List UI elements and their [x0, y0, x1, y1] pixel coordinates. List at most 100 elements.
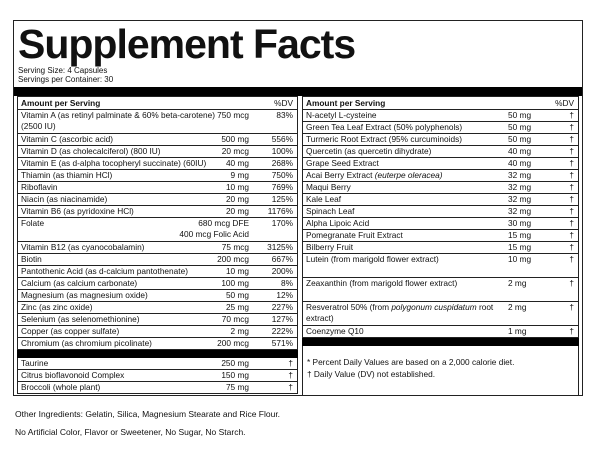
amount-value: 50 mg — [508, 122, 532, 132]
daily-value: 3125% — [267, 242, 293, 252]
nutrient-amount: 20 mg — [226, 206, 249, 217]
amount-value: 75 mg — [225, 382, 249, 392]
nutrient-name-text: Riboflavin — [21, 182, 58, 192]
nutrient-name-text: Zinc (as zinc oxide) — [21, 302, 93, 312]
nutrient-name: Grape Seed Extract — [306, 158, 506, 169]
nutrient-amount: 750 mcg — [217, 110, 249, 121]
amount-value: 40 mg — [508, 146, 532, 156]
divider-bar — [302, 338, 579, 346]
table-row: Grape Seed Extract 40 mg † — [302, 158, 579, 170]
nutrient-name-italic: (euterpe oleracea) — [374, 170, 443, 180]
table-row: Resveratrol 50% (from polygonum cuspidat… — [302, 302, 579, 326]
table-row: Vitamin D (as cholecalciferol) (800 IU) 2… — [17, 146, 298, 158]
nutrient-name-suffix: root extract) — [306, 302, 494, 323]
nutrient-name-text: Pomegranate Fruit Extract — [306, 230, 403, 240]
daily-value: † — [569, 170, 574, 180]
amount-value: 20 mg — [225, 206, 249, 216]
footnotes: * Percent Daily Values are based on a 2,… — [302, 346, 579, 396]
daily-value: 127% — [271, 314, 293, 324]
amount-value: 200 mcg — [217, 338, 249, 348]
nutrient-name-text: Coenzyme Q10 — [306, 326, 364, 336]
nutrient-amount: 1 mg — [508, 326, 528, 337]
daily-value: † — [288, 382, 293, 392]
amount-value: 15 mg — [508, 230, 532, 240]
daily-value: 222% — [271, 326, 293, 336]
nutrient-amount: 30 mg — [508, 218, 531, 229]
table-row: Bilberry Fruit 15 mg † — [302, 242, 579, 254]
amount-value: 40 mg — [508, 158, 532, 168]
nutrient-amount: 680 mcg DFE 400 mcg Folic Acid — [179, 218, 249, 240]
nutrient-name-text: Vitamin D (as cholecalciferol) (800 IU) — [21, 146, 161, 156]
amount-value: 500 mg — [221, 134, 249, 144]
table-row: Biotin 200 mcg 667% — [17, 254, 298, 266]
daily-value: † — [569, 278, 574, 288]
nutrient-name-text: Vitamin B12 (as cyanocobalamin) — [21, 242, 145, 252]
nutrient-amount: 75 mcg — [222, 242, 249, 253]
nutrient-name-text: Vitamin A (as retinyl palminate & 60% be… — [21, 110, 216, 131]
table-row: Niacin (as niacinamide) 20 mg 125% — [17, 194, 298, 206]
daily-value: † — [569, 302, 574, 312]
nutrient-name: Coenzyme Q10 — [306, 326, 506, 337]
daily-value: 268% — [271, 158, 293, 168]
table-row: Selenium (as selenomethionine) 70 mcg 127% — [17, 314, 298, 326]
daily-value: 571% — [271, 338, 293, 348]
nutrient-name-text: Vitamin B6 (as pyridoxine HCl) — [21, 206, 134, 216]
nutrient-name-text: Magnesium (as magnesium oxide) — [21, 290, 148, 300]
nutrient-name: Spinach Leaf — [306, 206, 506, 217]
nutrient-name: Riboflavin — [21, 182, 221, 193]
nutrient-name-text: Vitamin E (as d-alpha tocopheryl succina… — [21, 158, 207, 168]
claims: No Artificial Color, Flavor or Sweetener… — [15, 427, 246, 437]
nutrient-name-text: Lutein (from marigold flower extract) — [306, 254, 439, 264]
table-row: Thiamin (as thiamin HCl) 9 mg 750% — [17, 170, 298, 182]
nutrient-name-text: Spinach Leaf — [306, 206, 355, 216]
table-row: N-acetyl L-cysteine 50 mg † — [302, 110, 579, 122]
daily-value: 83% — [276, 110, 293, 120]
nutrient-amount: 50 mg — [508, 110, 531, 121]
nutrient-name-text: Chromium (as chromium picolinate) — [21, 338, 152, 348]
nutrient-name: Maqui Berry — [306, 182, 506, 193]
panel-title: Supplement Facts — [18, 21, 356, 67]
amount-header: Amount per Serving — [21, 98, 101, 108]
amount-value: 32 mg — [508, 206, 532, 216]
amount-value: 32 mg — [508, 170, 532, 180]
daily-value: † — [569, 206, 574, 216]
table-row: Quercetin (as quercetin dihydrate) 40 mg † — [302, 146, 579, 158]
daily-value: † — [569, 122, 574, 132]
amount-value: 750 mcg — [217, 110, 249, 120]
nutrient-amount: 500 mg — [221, 134, 249, 145]
nutrient-name: Lutein (from marigold flower extract) — [306, 254, 506, 265]
table-row: Turmeric Root Extract (95% curcuminoids)… — [302, 134, 579, 146]
table-row: Lutein (from marigold flower extract) 10 … — [302, 254, 579, 278]
nutrient-name-text: Pantothenic Acid (as d-calcium pantothen… — [21, 266, 188, 276]
nutrient-amount: 9 mg — [231, 170, 249, 181]
nutrient-name-text: Broccoli (whole plant) — [21, 382, 101, 392]
supplement-facts-panel: Supplement Facts Serving Size: 4 Capsule… — [13, 20, 583, 396]
daily-value: † — [569, 254, 574, 264]
daily-value: 556% — [271, 134, 293, 144]
nutrient-name: Resveratrol 50% (from polygonum cuspidat… — [306, 302, 506, 324]
nutrient-name-text: Acai Berry Extract — [306, 170, 375, 180]
nutrient-amount: 50 mg — [226, 290, 249, 301]
amount-value: 10 mg — [225, 266, 249, 276]
amount-value: 20 mg — [225, 194, 249, 204]
nutrient-amount: 75 mg — [226, 382, 249, 393]
daily-value: † — [569, 158, 574, 168]
amount-value: 100 mg — [221, 278, 249, 288]
right-nutrient-table: Amount per Serving %DV N-acetyl L-cystei… — [302, 96, 579, 396]
nutrient-name: Bilberry Fruit — [306, 242, 506, 253]
daily-value: 227% — [271, 302, 293, 312]
nutrient-name-italic: polygonum cuspidatum — [391, 302, 477, 312]
amount-value: 680 mcg DFE — [198, 218, 249, 228]
nutrient-name-text: Selenium (as selenomethionine) — [21, 314, 140, 324]
table-header: Amount per Serving %DV — [17, 96, 298, 110]
table-row: Pantothenic Acid (as d-calcium pantothen… — [17, 266, 298, 278]
daily-value: 125% — [271, 194, 293, 204]
table-row: Acai Berry Extract (euterpe oleracea) 32 … — [302, 170, 579, 182]
nutrient-name: Vitamin C (ascorbic acid) — [21, 134, 221, 145]
nutrient-name: Zeaxanthin (from marigold flower extract… — [306, 278, 506, 289]
amount-value: 10 mg — [225, 182, 249, 192]
nutrient-name-text: Copper (as copper sulfate) — [21, 326, 120, 336]
nutrient-name-text: Thiamin (as thiamin HCl) — [21, 170, 113, 180]
table-row: Pomegranate Fruit Extract 15 mg † — [302, 230, 579, 242]
nutrient-name-text: Quercetin (as quercetin dihydrate) — [306, 146, 432, 156]
